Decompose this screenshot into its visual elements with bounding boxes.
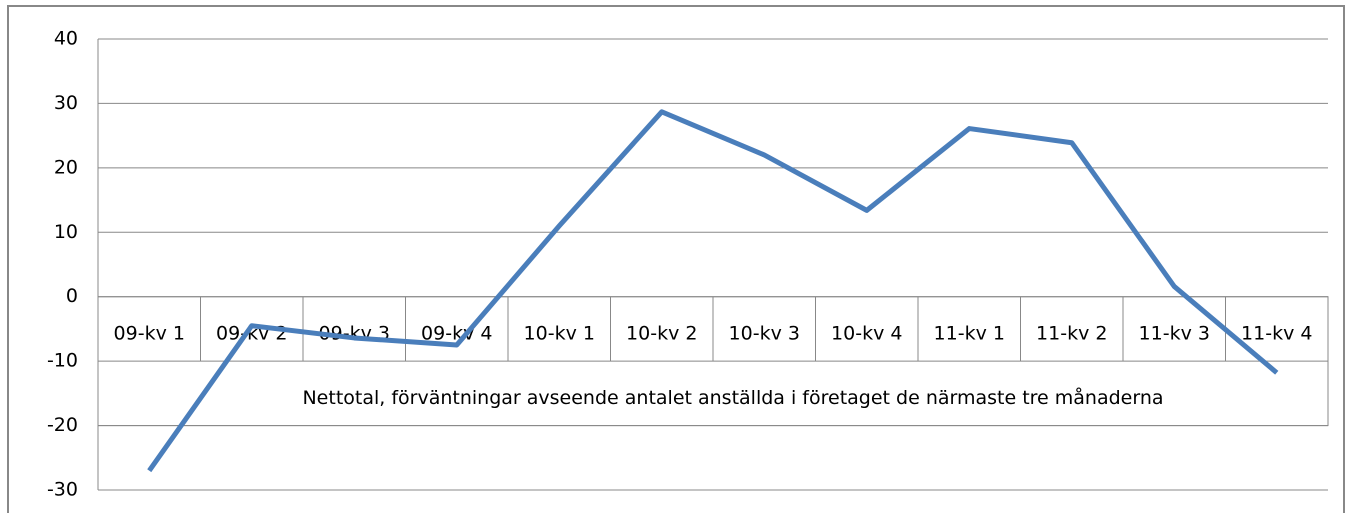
y-tick-label: -20 [47, 414, 78, 436]
x-tick-label: 11-kv 1 [934, 322, 1005, 344]
series-name: Nettotal, förväntningar avseende antalet… [302, 386, 1163, 409]
y-tick-label: -10 [47, 350, 78, 372]
y-tick-label: 40 [54, 28, 78, 50]
x-tick-label: 11-kv 2 [1036, 322, 1107, 344]
y-tick-label: 10 [54, 221, 78, 243]
y-tick-label: 0 [66, 285, 78, 307]
chart-frame [7, 5, 1345, 517]
x-tick-label: 10-kv 2 [626, 322, 697, 344]
x-tick-label: 11-kv 3 [1139, 322, 1210, 344]
y-tick-label: 20 [54, 156, 78, 178]
x-tick-label: 10-kv 1 [524, 322, 595, 344]
x-tick-label: 09-kv 1 [114, 322, 185, 344]
x-tick-label: 11-kv 4 [1241, 322, 1312, 344]
x-tick-label: 10-kv 3 [729, 322, 800, 344]
line-series [147, 109, 1279, 473]
y-tick-label: -30 [47, 479, 78, 501]
x-tick-label: 10-kv 4 [831, 322, 902, 344]
y-tick-label: 30 [54, 92, 78, 114]
